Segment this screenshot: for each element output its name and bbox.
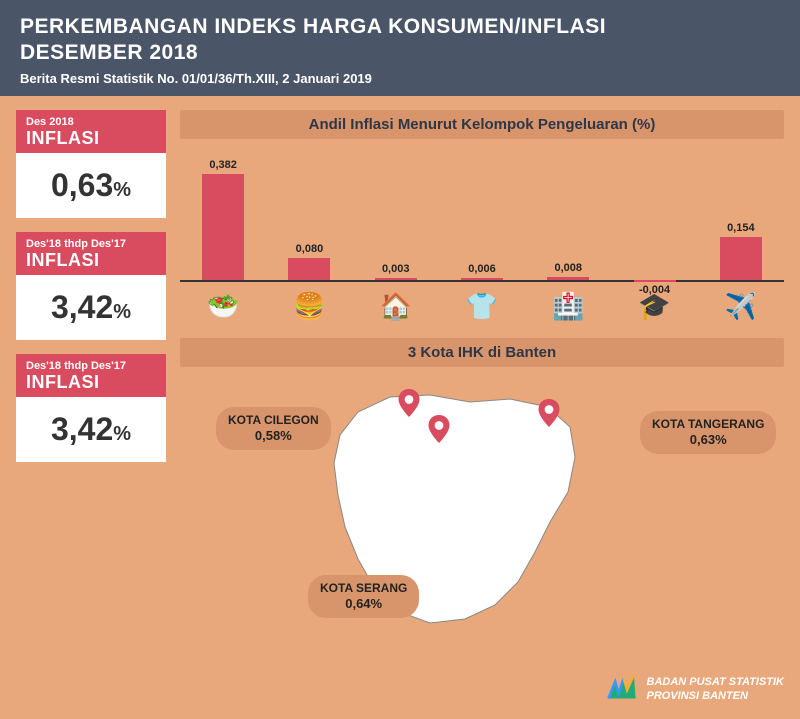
bar-chart: 0,3820,0800,0030,0060,008-0,0040,154 🥗🍔🏠… [180, 143, 784, 328]
health-icon: 🏥 [546, 289, 590, 325]
stat-head: Des 2018INFLASI [16, 110, 166, 153]
bar-wrap: 0,006 [457, 278, 507, 280]
bar-value-label: 0,003 [382, 263, 410, 275]
footer-text: BADAN PUSAT STATISTIK PROVINSI BANTEN [647, 676, 785, 704]
bar-value-label: 0,382 [209, 159, 237, 171]
bar [288, 258, 330, 280]
food-icon: 🥗 [201, 289, 245, 325]
bar [461, 278, 503, 280]
category-icons-row: 🥗 🍔 🏠 👕 🏥 🎓 ✈️ [180, 286, 784, 328]
bar [720, 237, 762, 279]
stat-card: Des 2018INFLASI0,63% [16, 110, 166, 218]
bar-wrap: 0,003 [371, 278, 421, 280]
map-title: 3 Kota IHK di Banten [180, 338, 784, 367]
stat-value: 3,42% [16, 397, 166, 462]
city-bubble: KOTA SERANG0,64% [308, 575, 419, 618]
page-title: PERKEMBANGAN INDEKS HARGA KONSUMEN/INFLA… [20, 14, 780, 67]
bar-wrap: 0,382 [198, 174, 248, 279]
stat-card: Des'18 thdp Des'17INFLASI3,42% [16, 232, 166, 340]
stat-value: 0,63% [16, 153, 166, 218]
map-pin-icon [538, 399, 560, 427]
stat-unit: % [113, 301, 131, 323]
bar [375, 278, 417, 280]
bar-value-label: 0,080 [296, 243, 324, 255]
footer: BADAN PUSAT STATISTIK PROVINSI BANTEN [605, 673, 785, 707]
stat-head: Des'18 thdp Des'17INFLASI [16, 232, 166, 275]
title-line1: PERKEMBANGAN INDEKS HARGA KONSUMEN/INFLA… [20, 15, 606, 38]
main-area: Andil Inflasi Menurut Kelompok Pengeluar… [180, 110, 784, 647]
bar-wrap: 0,008 [543, 277, 593, 279]
city-pct: 0,58% [228, 428, 319, 444]
stat-label: INFLASI [26, 128, 156, 149]
stat-label: INFLASI [26, 372, 156, 393]
map-pin-icon [428, 415, 450, 443]
stat-label: INFLASI [26, 250, 156, 271]
education-icon: 🎓 [633, 289, 677, 325]
bar [202, 174, 244, 279]
prepared-food-icon: 🍔 [287, 289, 331, 325]
bar-value-label: 0,154 [727, 222, 755, 234]
header: PERKEMBANGAN INDEKS HARGA KONSUMEN/INFLA… [0, 0, 800, 96]
city-pct: 0,63% [652, 432, 764, 448]
title-line2: DESEMBER 2018 [20, 41, 198, 64]
map-pin-icon [398, 389, 420, 417]
house-icon: 🏠 [374, 289, 418, 325]
bar-wrap: 0,154 [716, 237, 766, 279]
bar [547, 277, 589, 279]
city-pct: 0,64% [320, 596, 407, 612]
sidebar: Des 2018INFLASI0,63%Des'18 thdp Des'17IN… [16, 110, 166, 647]
stat-unit: % [113, 179, 131, 201]
bps-logo-icon [605, 673, 639, 707]
stat-unit: % [113, 423, 131, 445]
content: Des 2018INFLASI0,63%Des'18 thdp Des'17IN… [0, 96, 800, 647]
stat-value: 3,42% [16, 275, 166, 340]
city-bubble: KOTA TANGERANG0,63% [640, 411, 776, 454]
bar-value-label: 0,008 [555, 262, 583, 274]
map-area: KOTA CILEGON0,58%KOTA TANGERANG0,63%KOTA… [180, 367, 784, 647]
stat-period: Des'18 thdp Des'17 [26, 360, 156, 372]
city-name: KOTA CILEGON [228, 413, 319, 428]
bar-group: 0,3820,0800,0030,0060,008-0,0040,154 [180, 162, 784, 282]
stat-head: Des'18 thdp Des'17INFLASI [16, 354, 166, 397]
bar-value-label: 0,006 [468, 263, 496, 275]
stat-period: Des 2018 [26, 116, 156, 128]
chart-title: Andil Inflasi Menurut Kelompok Pengeluar… [180, 110, 784, 139]
page-subtitle: Berita Resmi Statistik No. 01/01/36/Th.X… [20, 71, 780, 86]
org-name-line2: PROVINSI BANTEN [647, 690, 785, 704]
org-name-line1: BADAN PUSAT STATISTIK [647, 676, 785, 690]
stat-period: Des'18 thdp Des'17 [26, 238, 156, 250]
bar-wrap: 0,080 [284, 258, 334, 280]
clothing-icon: 👕 [460, 289, 504, 325]
city-bubble: KOTA CILEGON0,58% [216, 407, 331, 450]
transport-icon: ✈️ [719, 289, 763, 325]
city-name: KOTA TANGERANG [652, 417, 764, 432]
bar [634, 280, 676, 282]
city-name: KOTA SERANG [320, 581, 407, 596]
stat-card: Des'18 thdp Des'17INFLASI3,42% [16, 354, 166, 462]
